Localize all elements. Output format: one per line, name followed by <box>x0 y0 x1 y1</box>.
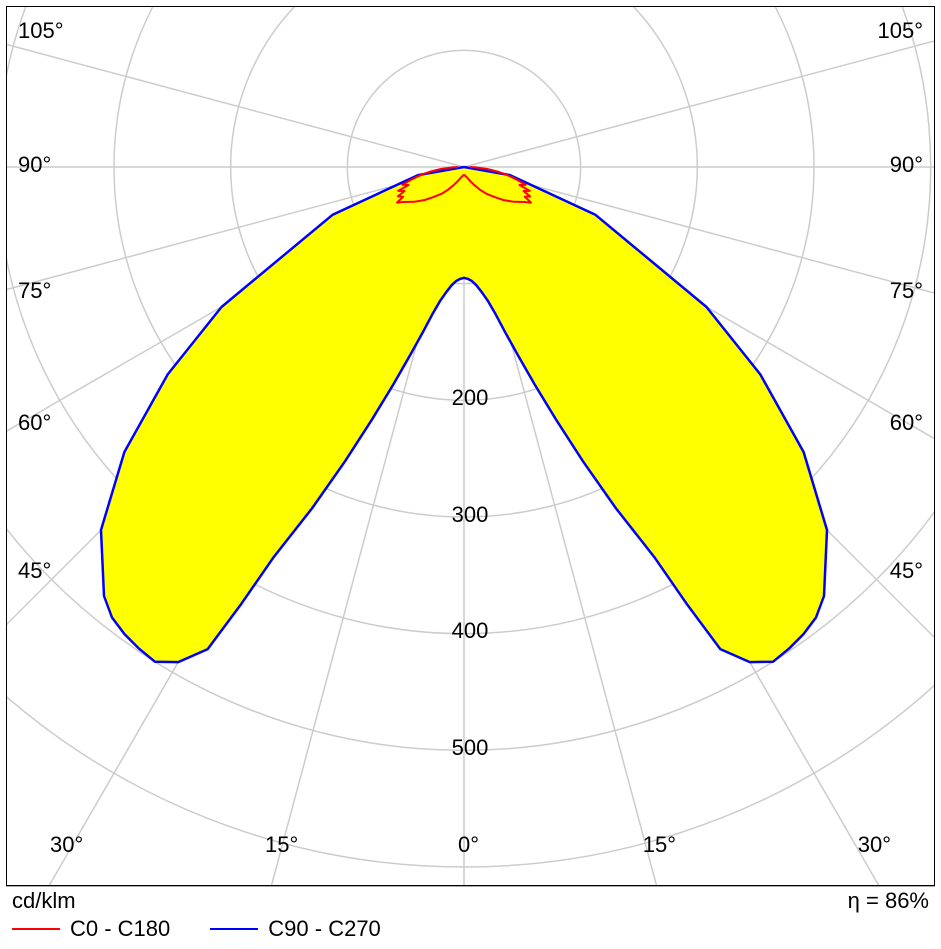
radial-tick-500: 500 <box>452 735 489 761</box>
efficiency-label: η = 86% <box>848 888 929 914</box>
legend-series: C0 - C180 C90 - C270 <box>12 916 381 942</box>
radial-tick-300: 300 <box>452 502 489 528</box>
angle-label-right-90: 90° <box>890 152 923 178</box>
legend-divider <box>6 886 935 887</box>
angle-label-left-45: 45° <box>18 558 51 584</box>
angle-label-left-105: 105° <box>18 18 64 44</box>
legend-swatch-c90 <box>210 928 258 930</box>
legend-label-c90: C90 - C270 <box>268 916 381 942</box>
angle-label-right-45: 45° <box>890 558 923 584</box>
angle-label-right-30: 30° <box>858 832 891 858</box>
legend-swatch-c0 <box>12 928 60 930</box>
angle-label-right-75: 75° <box>890 278 923 304</box>
units-label: cd/klm <box>12 888 76 914</box>
angle-label-left-0: 0° <box>458 832 479 858</box>
radial-tick-400: 400 <box>452 618 489 644</box>
legend-label-c0: C0 - C180 <box>70 916 170 942</box>
angle-label-right-15: 15° <box>643 832 676 858</box>
legend-item-c0: C0 - C180 <box>12 916 170 942</box>
photometric-polar-chart: 200 300 400 500 105° 90° 75° 60° 45° 30°… <box>0 0 941 949</box>
legend-item-c90: C90 - C270 <box>210 916 381 942</box>
radial-tick-200: 200 <box>452 385 489 411</box>
angle-label-left-15: 15° <box>265 832 298 858</box>
angle-label-left-90: 90° <box>18 152 51 178</box>
legend: cd/klm η = 86% C0 - C180 C90 - C270 <box>12 888 929 943</box>
angle-label-left-75: 75° <box>18 278 51 304</box>
angle-label-right-60: 60° <box>890 410 923 436</box>
angle-label-right-105: 105° <box>877 18 923 44</box>
angle-label-left-60: 60° <box>18 410 51 436</box>
angle-label-left-30: 30° <box>50 832 83 858</box>
